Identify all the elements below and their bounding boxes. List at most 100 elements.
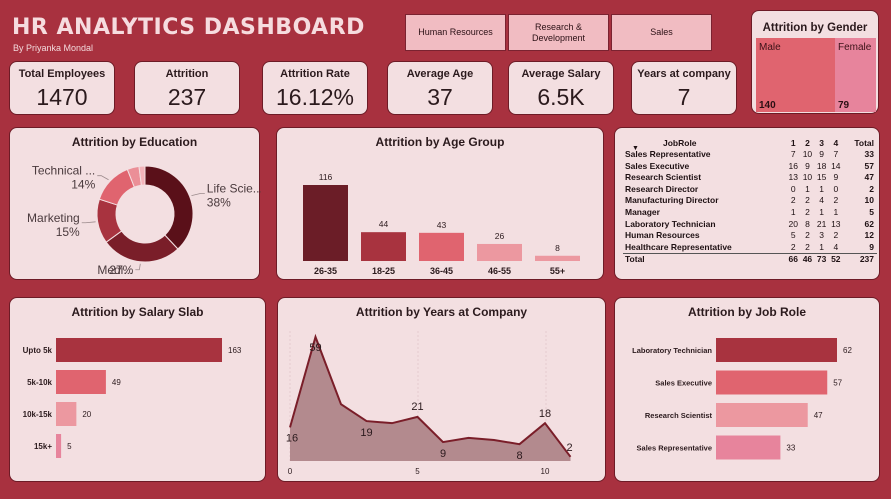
column-header-total[interactable]: Total <box>854 137 874 148</box>
column-header-jobrole[interactable]: JobRole ▼ <box>632 137 697 153</box>
age-bar-26-35[interactable] <box>303 185 348 261</box>
salary-bar-upto-5k[interactable] <box>56 338 222 362</box>
donut-leader-line <box>81 221 96 224</box>
table-cell-value: 33 <box>864 149 874 159</box>
kpi-label: Attrition <box>165 68 209 80</box>
column-header-1[interactable]: 1 <box>790 137 796 148</box>
column-header-2[interactable]: 2 <box>805 137 810 148</box>
table-row[interactable]: Human Resources 5 2 3 2 12 <box>623 230 877 242</box>
column-header-4[interactable]: 4 <box>833 137 839 148</box>
table-cell-value: 57 <box>864 160 874 171</box>
years-area-fill[interactable] <box>290 337 571 461</box>
table-cell-value: 2 <box>805 241 810 252</box>
treemap-label-male: Male <box>759 42 781 53</box>
years-point-label: 21 <box>411 401 423 413</box>
kpi-value: 6.5K <box>537 84 585 110</box>
table-cell-value: 21 <box>816 218 827 229</box>
table-cell-role: Total <box>623 253 787 266</box>
table-row[interactable]: Laboratory Technician 20 8 21 13 62 <box>623 219 877 231</box>
years-point-label: 19 <box>360 427 372 439</box>
table-row[interactable]: Healthcare Representative 2 2 1 4 9 <box>623 242 877 254</box>
age-category-label: 18-25 <box>372 266 395 276</box>
jobrole-bar-research-scientist[interactable] <box>716 403 808 427</box>
kpi-label: Attrition Rate <box>280 68 350 80</box>
years-chart-title: Attrition by Years at Company <box>355 305 528 319</box>
age-bar-18-25[interactable] <box>361 232 406 261</box>
education-card: Attrition by Education Life Scie... 38% Me… <box>9 127 261 280</box>
age-bar-55[interactable] <box>535 255 580 261</box>
table-cell-role: Sales Executive <box>625 160 690 171</box>
years-point-label: 18 <box>539 408 551 420</box>
salary-value-label: 163 <box>228 346 242 355</box>
table-cell-value: 10 <box>802 172 813 183</box>
donut-category-label: Medi... <box>97 263 133 277</box>
treemap-tile-female[interactable]: Female 79 <box>835 38 876 112</box>
salary-value-label: 49 <box>112 378 121 387</box>
sort-caret-icon[interactable]: ▼ <box>632 145 639 152</box>
donut-slice-life-scie[interactable] <box>144 165 194 250</box>
kpi-value: 1470 <box>36 84 88 110</box>
jobrole-bar-chart: Laboratory Technician 62 Sales Executive 57… <box>632 338 852 460</box>
age-bar-value-label: 116 <box>319 172 333 182</box>
salary-bar-5k-10k[interactable] <box>56 370 106 394</box>
table-row[interactable]: Manager 1 2 1 1 5 <box>623 207 877 219</box>
kpi-label: Average Salary <box>521 68 601 80</box>
education-chart-title: Attrition by Education <box>71 135 198 149</box>
jobrole-bar-laboratory-technician[interactable] <box>716 338 837 362</box>
table-cell-value: 10 <box>864 195 874 206</box>
table-cell-value: 18 <box>816 160 827 171</box>
jobrole-table: JobRole ▼ 1 2 3 4 Total Sales Representat… <box>623 136 877 266</box>
table-cell-value: 1 <box>819 183 824 194</box>
nav-button-sales[interactable]: Sales <box>611 14 712 51</box>
donut-category-label: Life Scie... <box>207 181 261 195</box>
years-xtick-label: 5 <box>415 467 420 476</box>
jobrole-category-label: Laboratory Technician <box>632 346 712 355</box>
donut-category-label: Marketing <box>27 211 80 225</box>
table-cell-role: Manufacturing Director <box>625 195 719 206</box>
age-bar-36-45[interactable] <box>419 232 464 261</box>
table-cell-value: 0 <box>790 183 796 194</box>
column-header-3[interactable]: 3 <box>819 137 824 148</box>
table-row[interactable]: Research Scientist 13 10 15 9 47 <box>623 172 877 184</box>
table-cell-value: 2 <box>805 195 810 206</box>
table-cell-value: 1 <box>833 206 839 217</box>
table-cell-value: 0 <box>833 183 839 194</box>
jobrole-value-label: 57 <box>833 379 842 388</box>
donut-percent-label: 15% <box>56 225 80 239</box>
kpi-total-employees: Total Employees 1470 <box>9 61 115 115</box>
nav-button-human-resources[interactable]: Human Resources <box>405 14 506 51</box>
table-cell-value: 7 <box>833 149 839 159</box>
donut-percent-label: 14% <box>71 178 95 192</box>
table-row[interactable]: Manufacturing Director 2 2 4 2 10 <box>623 195 877 207</box>
table-cell-value: 2 <box>790 241 796 252</box>
table-cell-role: Research Scientist <box>625 172 702 183</box>
age-bar-value-label: 43 <box>437 220 447 230</box>
jobrole-table-card: JobRole ▼ 1 2 3 4 Total Sales Representat… <box>614 127 880 280</box>
age-category-label: 36-45 <box>430 266 453 276</box>
table-row[interactable]: Research Director 0 1 1 0 2 <box>623 184 877 196</box>
table-cell-value: 3 <box>819 230 824 241</box>
kpi-label: Total Employees <box>18 68 106 80</box>
kpi-value: 237 <box>167 84 207 110</box>
salary-bar-10k-15k[interactable] <box>56 402 77 426</box>
years-series-line[interactable] <box>289 333 572 458</box>
table-cell-role: Healthcare Representative <box>625 241 732 252</box>
jobrole-bar-sales-executive[interactable] <box>716 370 828 395</box>
treemap-tile-male[interactable]: Male 140 <box>756 38 835 112</box>
donut-slice-slice-5[interactable] <box>138 165 146 186</box>
jobrole-bar-sales-representative[interactable] <box>716 435 781 460</box>
salary-bar-15k[interactable] <box>56 434 62 458</box>
nav-button-research-development[interactable]: Research & Development <box>508 14 609 51</box>
table-cell-value: 2 <box>805 230 810 241</box>
kpi-average-age: Average Age 37 <box>387 61 493 115</box>
table-cell-value: 5 <box>790 230 796 241</box>
table-row[interactable]: Sales Executive 16 9 18 14 57 <box>623 161 877 173</box>
table-total-row[interactable]: Total 66 46 73 52 237 <box>623 253 877 266</box>
kpi-value: 37 <box>427 84 453 110</box>
age-bar-chart: 116 26-35 44 18-25 43 36-45 26 46-55 8 55+ <box>303 172 580 276</box>
years-area-chart: 16 59 19 21 9 8 18 2 0 5 10 <box>286 331 573 476</box>
age-bar-46-55[interactable] <box>477 243 522 261</box>
years-card: Attrition by Years at Company 16 59 19 21 9 8… <box>277 297 606 482</box>
table-row[interactable]: Sales Representative 7 10 9 7 33 <box>623 149 877 161</box>
table-cell-value: 1 <box>805 183 810 194</box>
